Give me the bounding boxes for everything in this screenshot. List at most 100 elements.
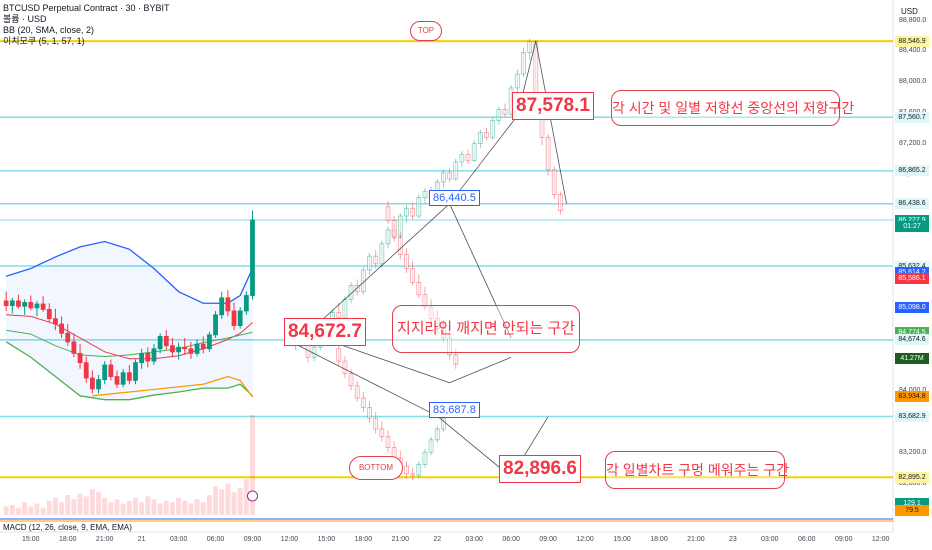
volume-bar <box>22 502 28 515</box>
projected-candle-body <box>336 312 342 319</box>
trend-line-6 <box>449 356 512 384</box>
volume-bar <box>96 492 102 515</box>
projected-candle-body <box>391 229 397 237</box>
projected-candle-body <box>434 428 440 441</box>
time-tick: 18:00 <box>354 536 373 543</box>
trend-line-4 <box>449 203 512 339</box>
projected-candle-body <box>348 373 354 387</box>
price-label: 88,546.9 <box>895 35 929 47</box>
volume-bar <box>163 500 169 515</box>
time-tick: 15:00 <box>22 536 40 543</box>
time-tick: 09:00 <box>834 536 853 543</box>
price-tick: 87,200.0 <box>899 140 927 148</box>
candle-body <box>188 348 194 354</box>
macd-indicator-label: MACD (12, 26, close, 9, EMA, EMA) <box>3 523 132 532</box>
projected-candle-body <box>379 428 385 438</box>
volume-bar <box>59 502 65 515</box>
time-tick: 09:00 <box>243 536 262 543</box>
candle-body <box>176 346 182 353</box>
projected-candle-body <box>477 132 483 144</box>
projected-candle-body <box>514 73 520 89</box>
volume-bar <box>206 495 212 515</box>
candle-body <box>200 343 206 350</box>
top-bubble: TOP <box>410 21 442 41</box>
candle-body <box>22 302 28 307</box>
volume-bar <box>102 497 108 515</box>
volume-bar <box>15 507 21 515</box>
projected-candle-body <box>416 281 422 296</box>
volume-bar <box>52 497 58 515</box>
volume-bar <box>225 483 231 515</box>
volume-bar <box>120 503 126 515</box>
time-tick: 06:00 <box>502 536 520 543</box>
volume-bar <box>231 492 237 515</box>
price-label: 86,865.2 <box>895 165 929 177</box>
projected-candle-body <box>490 119 496 138</box>
projected-candle-body <box>404 254 409 269</box>
price-label: 87,560.7 <box>895 111 929 123</box>
projected-candle-body <box>360 397 366 408</box>
volume-bar <box>200 502 206 515</box>
resistance-annotation-text: 각 시간 및 일별 저항선 중앙선의 저항구간 <box>612 100 855 116</box>
candle-body <box>182 346 188 350</box>
projected-candle-body <box>397 237 403 256</box>
time-tick: 12:00 <box>576 536 594 543</box>
volume-bar <box>145 496 151 515</box>
candle-body <box>139 352 145 364</box>
volume-bar <box>157 503 163 515</box>
volume-bar <box>219 489 225 515</box>
bb-lower-line <box>5 341 253 401</box>
ichimoku-lagging-line <box>92 375 254 398</box>
candle-body <box>194 343 200 354</box>
projected-candle-body <box>527 41 533 53</box>
volume-bar <box>83 496 89 515</box>
price-label: 86,227.9 <box>895 214 929 226</box>
projected-candle-body <box>404 207 409 217</box>
volume-bar <box>114 499 120 515</box>
candle-body <box>3 300 9 306</box>
trend-line-3 <box>535 41 567 204</box>
candle-body <box>28 302 34 309</box>
candle-body <box>243 295 249 312</box>
price-tick: 88,800.0 <box>899 16 927 24</box>
projected-candle-body <box>441 172 446 183</box>
projected-candle-body <box>416 464 422 476</box>
projected-candle-body <box>422 190 428 198</box>
volume-bar <box>176 497 182 515</box>
projected-candle-body <box>447 172 452 180</box>
volume-bar <box>139 502 145 515</box>
projected-candle-body <box>385 229 391 245</box>
projected-candle-body <box>484 132 489 138</box>
projected-candle-body <box>471 143 477 161</box>
projected-candle-body <box>410 207 416 217</box>
time-tick: 22 <box>433 536 442 543</box>
projected-candle-body <box>348 285 354 300</box>
projected-candle-body <box>391 220 397 239</box>
projected-candle-body <box>545 136 551 171</box>
price-callout-low: 82,896.6 <box>499 455 581 483</box>
candle-body <box>34 303 40 309</box>
candle-body <box>59 323 64 334</box>
time-tick: 06:00 <box>798 536 816 543</box>
candle-body <box>9 300 15 306</box>
candle-body <box>102 364 108 381</box>
time-tick: 09:00 <box>539 536 557 543</box>
time-tick: 15:00 <box>317 536 336 543</box>
projected-candle-body <box>551 169 557 195</box>
top-bubble-text: TOP <box>417 26 435 35</box>
bb-band-fill <box>6 241 253 400</box>
time-tick: 18:00 <box>650 536 668 543</box>
trend-line-8 <box>437 415 512 478</box>
bottom-bubble: BOTTOM <box>349 456 403 480</box>
candle-body <box>114 376 120 385</box>
projected-candle-body <box>397 215 403 237</box>
candle-body <box>157 336 163 350</box>
time-tick: 12:00 <box>280 536 299 543</box>
price-callout-mid: 84,672.7 <box>284 318 366 346</box>
volume-bar <box>108 502 114 515</box>
marker-icon <box>247 490 259 502</box>
projected-candle-body <box>453 161 459 180</box>
projected-candle-body <box>367 407 372 419</box>
projected-candle-body <box>428 306 434 320</box>
